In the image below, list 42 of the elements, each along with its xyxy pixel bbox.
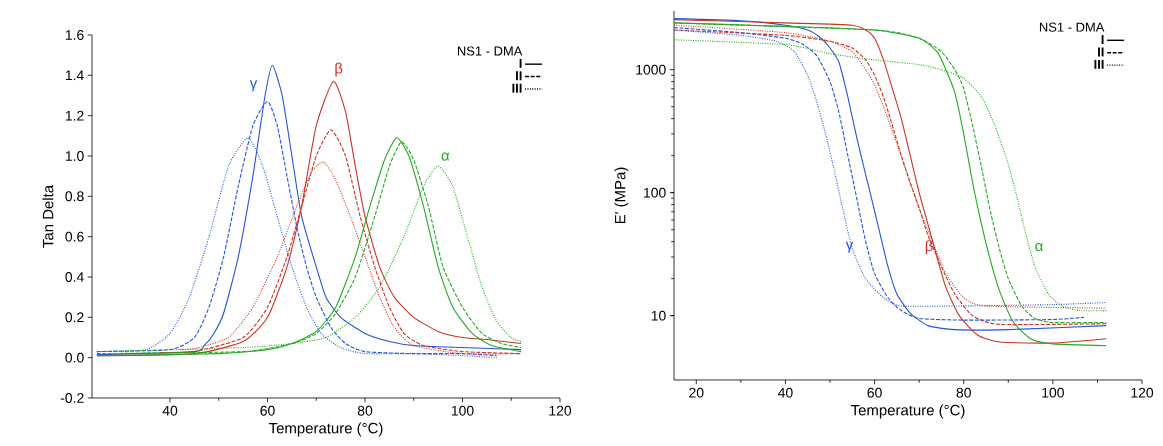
x-tick-label: 100 bbox=[451, 405, 474, 416]
y-tick-label: 0.0 bbox=[65, 352, 84, 363]
x-tick-label: 40 bbox=[778, 387, 793, 398]
x-axis-title: Temperature (°C) bbox=[268, 422, 383, 437]
annotation: III bbox=[512, 83, 522, 93]
annotation: α bbox=[1035, 243, 1043, 252]
annotation: α bbox=[441, 152, 450, 161]
y-tick-label: 1.6 bbox=[65, 30, 84, 40]
y-tick-label: -0.2 bbox=[60, 393, 84, 403]
annotation: II bbox=[1098, 47, 1104, 57]
y-tick-label: 0.8 bbox=[65, 191, 84, 202]
x-tick-label: 40 bbox=[162, 405, 178, 416]
x-tick-label: 80 bbox=[357, 405, 373, 416]
x-tick-label: 120 bbox=[1131, 387, 1154, 398]
annotation: III bbox=[1094, 59, 1104, 69]
annotation: β bbox=[335, 62, 343, 77]
x-tick-label: 80 bbox=[956, 387, 971, 398]
y-tick-label: 1.2 bbox=[65, 110, 84, 121]
y-tick-label: 100 bbox=[644, 187, 666, 198]
x-tick-label: 20 bbox=[689, 387, 704, 398]
y-tick-label: 1.0 bbox=[65, 151, 84, 161]
y-tick-label: 0.4 bbox=[65, 272, 84, 282]
y-tick-label: 0.6 bbox=[65, 231, 84, 242]
annotation: γ bbox=[845, 241, 854, 253]
annotation: γ bbox=[249, 80, 258, 92]
y-tick-label: 0.2 bbox=[65, 312, 84, 323]
annotation: β bbox=[925, 240, 933, 255]
legend-title: NS1 - DMA bbox=[1039, 22, 1105, 32]
y-tick-label: 10 bbox=[651, 310, 666, 321]
x-axis-title: Temperature (°C) bbox=[850, 404, 965, 419]
y-axis-title: Tan Delta bbox=[42, 184, 54, 248]
x-tick-label: 100 bbox=[1042, 387, 1064, 398]
annotation: I bbox=[519, 58, 522, 68]
y-axis-title: E' (MPa) bbox=[614, 167, 629, 224]
x-tick-label: 60 bbox=[867, 387, 882, 398]
x-tick-label: 60 bbox=[260, 405, 275, 416]
annotation: I bbox=[1101, 35, 1104, 44]
x-tick-label: 120 bbox=[549, 405, 572, 416]
annotation: II bbox=[516, 71, 522, 81]
y-tick-label: 1000 bbox=[636, 64, 666, 75]
legend-title: NS1 - DMA bbox=[457, 46, 523, 56]
y-tick-label: 1.4 bbox=[65, 70, 84, 81]
